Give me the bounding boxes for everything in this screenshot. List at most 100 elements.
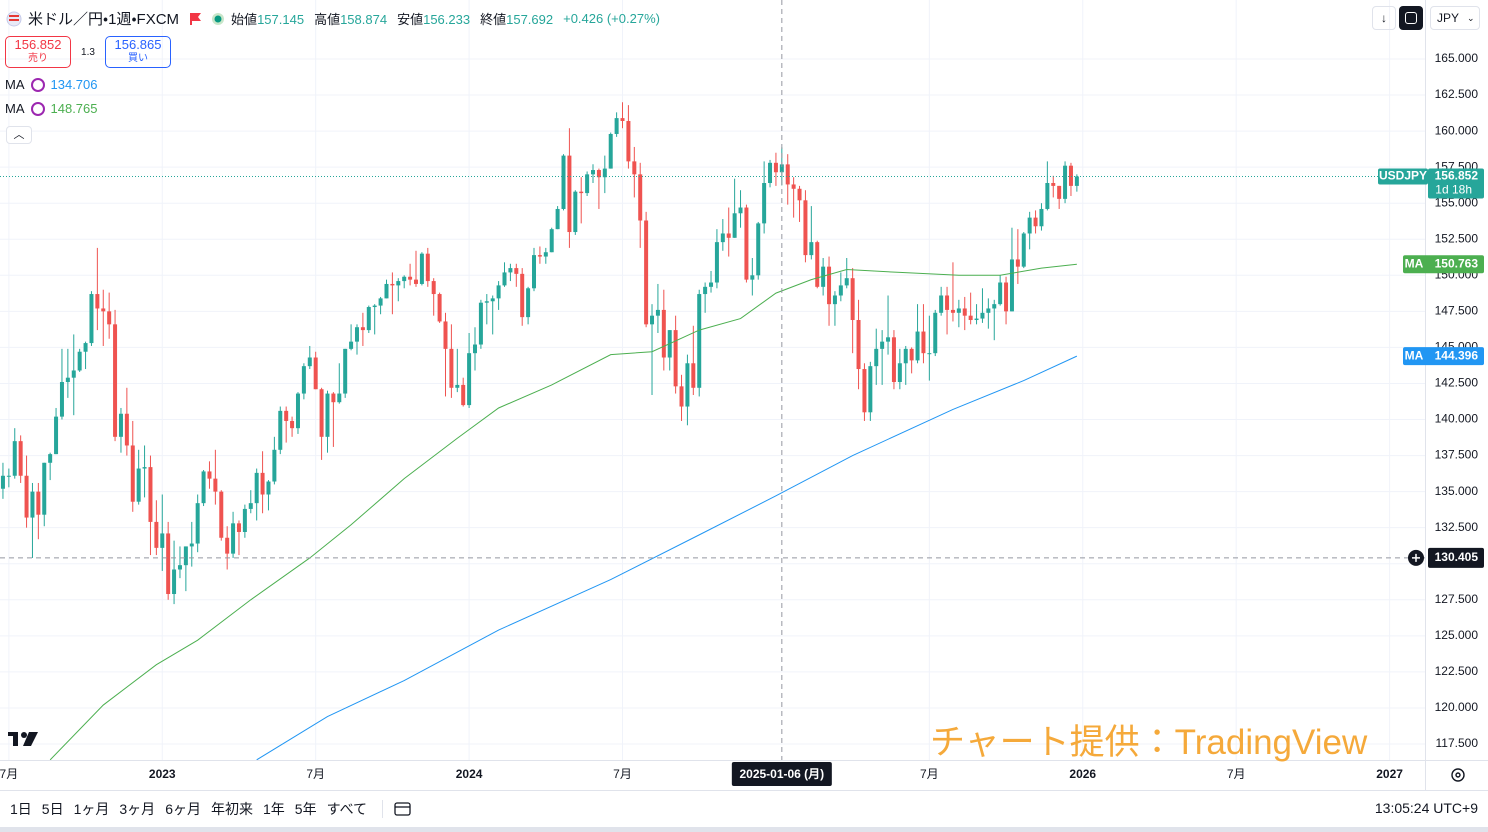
ma-tag-value: 144.396 <box>1435 348 1479 362</box>
candle-body <box>319 389 324 437</box>
range-button[interactable]: 1日 <box>10 801 32 817</box>
candle-body <box>514 268 519 274</box>
buy-button[interactable]: 156.865 買い <box>105 36 171 68</box>
candle-body <box>1045 183 1050 209</box>
candle-body <box>331 393 336 403</box>
candle-body <box>1033 217 1038 227</box>
candle-body <box>1004 282 1009 312</box>
candle-body <box>809 242 814 256</box>
range-button[interactable]: 6ヶ月 <box>165 801 201 817</box>
candle-body <box>685 363 690 407</box>
indicator-legend[interactable]: MA 148.765 <box>5 101 98 116</box>
range-button[interactable]: 年初来 <box>210 801 253 817</box>
candle-body <box>272 449 277 482</box>
candle-body <box>933 312 938 354</box>
candle-body <box>838 285 843 296</box>
candle-body <box>1039 208 1044 227</box>
crosshair-price-tag <box>1428 547 1484 568</box>
candle-body <box>856 320 861 370</box>
collapse-button[interactable]: ︿ <box>6 126 32 144</box>
candle-body <box>54 416 59 455</box>
indicator-value: 148.765 <box>50 101 98 116</box>
candle-body <box>148 467 153 522</box>
candle-body <box>779 164 784 173</box>
axes: 117.500120.000122.500125.000127.500130.0… <box>0 51 1484 786</box>
candle-body <box>632 161 637 175</box>
sell-button[interactable]: 156.852 売り <box>5 36 71 68</box>
range-button[interactable]: すべて <box>326 801 368 817</box>
range-button[interactable]: 1ヶ月 <box>73 801 110 817</box>
candle-body <box>998 282 1003 305</box>
scroll-button[interactable]: ↓ <box>1372 6 1396 30</box>
ohlc-item: 安値156.233 <box>397 9 470 28</box>
ma-tag <box>1403 255 1484 274</box>
flag-shape <box>190 12 202 25</box>
candle-body <box>95 294 100 309</box>
y-tick-label: 142.500 <box>1435 376 1479 390</box>
range-button[interactable]: 1年 <box>262 801 285 817</box>
candle-body <box>431 281 436 295</box>
candle-body <box>408 276 413 280</box>
dropdown-caret: ⌄ <box>1467 12 1475 23</box>
logo-part <box>13 732 18 746</box>
ohlc-label: 高値 <box>314 12 341 27</box>
candle-body <box>608 133 613 169</box>
y-tick-label: 162.500 <box>1435 87 1479 101</box>
candle-body <box>903 348 908 364</box>
candle-body <box>803 200 808 256</box>
indicator-legend[interactable]: MA 134.706 <box>5 77 98 92</box>
candle-body <box>591 170 596 175</box>
candle-body <box>219 491 224 538</box>
candle-body <box>295 393 300 429</box>
candle-body <box>136 468 141 502</box>
symbol-title[interactable]: 米ドル／円・1週・FXCM <box>28 11 180 28</box>
candle-body <box>201 471 206 504</box>
candle-body <box>844 278 849 286</box>
range-button[interactable]: 3ヶ月 <box>119 801 156 817</box>
flag-marker[interactable] <box>185 11 205 27</box>
candle-body <box>461 384 466 406</box>
x-tick-label: 2024 <box>456 767 483 781</box>
clock[interactable]: 13:05:24 UTC+9 <box>1374 800 1478 816</box>
x-tick-label: 2023 <box>149 767 176 781</box>
candle-body <box>89 294 94 344</box>
candle-body <box>484 301 489 303</box>
ohlc-item: 高値158.874 <box>314 9 387 28</box>
range-button[interactable]: 5年 <box>294 801 317 817</box>
candle-body <box>42 462 47 515</box>
candle-body <box>473 344 477 354</box>
candle-body <box>248 503 253 509</box>
candle-body <box>815 242 820 287</box>
x-tick-label: 7月 <box>613 767 632 781</box>
goto-date-button[interactable] <box>393 800 413 818</box>
x-tick-label: 2026 <box>1069 767 1096 781</box>
logo-part <box>21 732 27 738</box>
candle-body <box>372 305 377 308</box>
ohlc-label: 始値 <box>231 12 258 27</box>
ohlc-value: 156.233 <box>423 12 471 27</box>
candle-body <box>880 341 885 349</box>
candle-body <box>343 348 348 394</box>
fullscreen-button[interactable] <box>1399 6 1423 30</box>
fullscreen-icon <box>1405 12 1417 24</box>
candle-body <box>213 478 218 492</box>
countdown: 1d 18h <box>1435 183 1472 197</box>
candle-body <box>154 521 159 548</box>
candle-body <box>101 308 106 312</box>
range-button[interactable]: 5日 <box>41 801 64 817</box>
ma-line <box>49 263 1077 760</box>
candle-body <box>83 343 88 352</box>
y-tick-label: 155.000 <box>1435 195 1479 209</box>
candle-body <box>549 229 554 253</box>
candle-body <box>189 543 194 547</box>
candle-body <box>118 413 123 437</box>
price-tag <box>1428 168 1484 199</box>
settings-icon[interactable] <box>1451 768 1465 782</box>
candle-body <box>354 327 359 342</box>
status-dot <box>214 15 222 22</box>
symbol-header: 米ドル／円・1週・FXCM 始値157.145 高値158.874 安値156.… <box>6 8 660 29</box>
currency-button[interactable]: JPY ⌄ <box>1430 6 1480 30</box>
candle-body <box>638 174 643 221</box>
candle-body <box>59 382 64 417</box>
